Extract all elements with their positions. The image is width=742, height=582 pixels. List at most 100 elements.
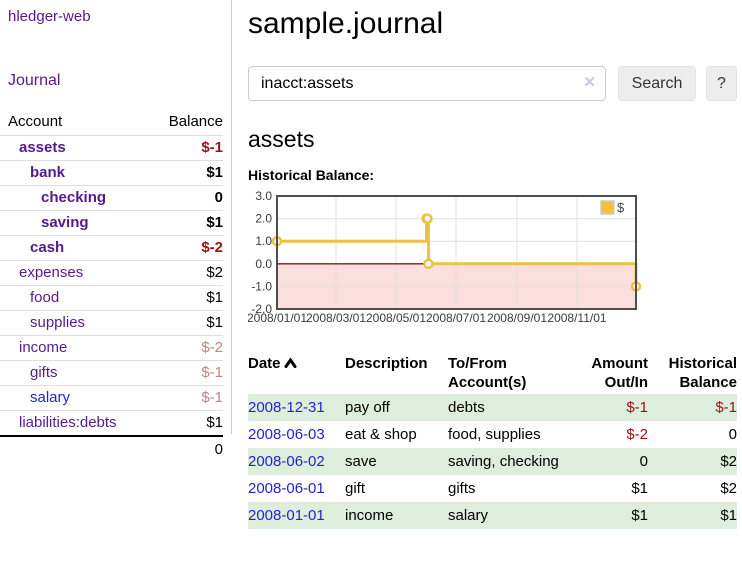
transaction-balance: $2 <box>720 453 737 470</box>
svg-text:2.0: 2.0 <box>255 212 272 226</box>
account-balance: $1 <box>145 285 223 311</box>
account-link[interactable]: cash <box>30 239 65 256</box>
clear-search-icon[interactable]: ✕ <box>583 74 596 91</box>
search-input[interactable] <box>248 66 606 101</box>
transaction-date-link[interactable]: 2008-06-03 <box>248 426 325 443</box>
transaction-balance: 0 <box>728 426 737 443</box>
transaction-row: 2008-06-01 gift gifts $1 $2 <box>248 475 737 502</box>
svg-text:2008/03/01: 2008/03/01 <box>306 311 366 325</box>
register-header-accounts: To/From Account(s) <box>448 355 527 391</box>
account-link[interactable]: bank <box>30 164 66 181</box>
register-header-row: Date Description To/From Account(s) Amou… <box>248 352 737 394</box>
sidebar-item-journal[interactable]: Journal <box>8 72 61 89</box>
search-box: ✕ <box>248 66 606 101</box>
transaction-row: 2008-06-03 eat & shop food, supplies $-2 0 <box>248 421 737 448</box>
svg-text:2008/05/01: 2008/05/01 <box>366 311 426 325</box>
transaction-balance: $-1 <box>715 399 737 416</box>
transaction-description: pay off <box>345 399 390 416</box>
transaction-row: 2008-12-31 pay off debts $-1 $-1 <box>248 394 737 421</box>
transaction-accounts: gifts <box>448 480 476 497</box>
account-balance: $-1 <box>145 360 223 386</box>
transaction-amount: $1 <box>631 507 648 524</box>
accounts-table-body: assets $-1 bank $1 checking 0 saving $1 cash $-2 e… <box>0 135 223 436</box>
transaction-amount: $-2 <box>626 426 648 443</box>
account-link[interactable]: expenses <box>19 264 84 281</box>
search-form: ✕ Search ? <box>248 66 737 101</box>
transaction-accounts: saving, checking <box>448 453 559 470</box>
chart-title: Historical Balance: <box>248 167 375 183</box>
sort-ascending-icon <box>284 354 297 373</box>
account-row: cash $-2 <box>0 235 223 261</box>
help-button[interactable]: ? <box>706 66 737 101</box>
account-row: assets $-1 <box>0 135 223 161</box>
svg-text:2008/07/01: 2008/07/01 <box>426 311 486 325</box>
transaction-description: gift <box>345 480 366 497</box>
account-row: gifts $-1 <box>0 360 223 386</box>
accounts-total-row: 0 <box>0 435 223 463</box>
accounts-header-account: Account <box>8 113 63 130</box>
register-header-balance: Historical Balance <box>668 355 737 391</box>
app-brand-link[interactable]: hledger-web <box>8 8 91 25</box>
transaction-date-link[interactable]: 2008-01-01 <box>248 507 325 524</box>
account-link[interactable]: income <box>19 339 68 356</box>
svg-text:2008/09/01: 2008/09/01 <box>487 311 547 325</box>
transaction-date-link[interactable]: 2008-06-01 <box>248 480 325 497</box>
account-row: saving $1 <box>0 210 223 236</box>
account-balance: $-1 <box>145 135 223 161</box>
account-balance: $2 <box>145 260 223 286</box>
transaction-amount: $-1 <box>626 399 648 416</box>
account-link[interactable]: salary <box>30 389 71 406</box>
account-balance: $1 <box>145 210 223 236</box>
account-row: food $1 <box>0 285 223 311</box>
account-link[interactable]: assets <box>19 139 66 156</box>
accounts-table: Account Balance assets $-1 bank $1 checking 0… <box>0 109 223 463</box>
register-header-amount: Amount Out/In <box>591 355 648 391</box>
account-row: salary $-1 <box>0 385 223 411</box>
svg-text:1.0: 1.0 <box>255 234 272 248</box>
transaction-accounts: salary <box>448 507 489 524</box>
account-balance: $-1 <box>145 385 223 411</box>
account-link[interactable]: saving <box>41 214 89 231</box>
account-link[interactable]: food <box>30 289 60 306</box>
account-row: income $-2 <box>0 335 223 361</box>
register-header-date[interactable]: Date <box>248 352 345 394</box>
transaction-row: 2008-01-01 income salary $1 $1 <box>248 502 737 529</box>
main-content: sample.journal ✕ Search ? assets Histori… <box>248 0 737 529</box>
register-table-body: 2008-12-31 pay off debts $-1 $-1 2008-06-03 ea… <box>248 394 737 529</box>
svg-text:0.0: 0.0 <box>255 257 272 271</box>
transaction-accounts: debts <box>448 399 485 416</box>
transaction-date-link[interactable]: 2008-06-02 <box>248 453 325 470</box>
svg-text:2008/11/01: 2008/11/01 <box>547 311 606 325</box>
historical-balance-chart[interactable]: $3.0 2.0 1.0 0.0 -1.0 -2.0 2008/01/01 2008/03/0… <box>248 190 737 327</box>
transaction-amount: 0 <box>639 453 648 470</box>
account-link[interactable]: checking <box>41 189 107 206</box>
transaction-row: 2008-06-02 save saving, checking 0 $2 <box>248 448 737 475</box>
account-link[interactable]: gifts <box>30 364 58 381</box>
account-row: expenses $2 <box>0 260 223 286</box>
search-button[interactable]: Search <box>618 66 696 101</box>
transaction-date-link[interactable]: 2008-12-31 <box>248 399 325 416</box>
account-link[interactable]: liabilities:debts <box>19 414 117 431</box>
svg-text:-1.0: -1.0 <box>251 279 272 293</box>
svg-text:$: $ <box>617 200 625 215</box>
accounts-header-row: Account Balance <box>0 109 223 136</box>
register-table: Date Description To/From Account(s) Amou… <box>248 352 737 529</box>
account-balance: $1 <box>145 310 223 336</box>
account-row: supplies $1 <box>0 310 223 336</box>
transaction-accounts: food, supplies <box>448 426 541 443</box>
accounts-header-balance: Balance <box>168 113 223 130</box>
account-row: bank $1 <box>0 160 223 186</box>
account-balance: 0 <box>145 185 223 211</box>
register-header-date-label: Date <box>248 355 281 372</box>
account-balance: $1 <box>145 410 223 436</box>
account-link[interactable]: supplies <box>30 314 86 331</box>
accounts-total-spacer <box>0 435 146 463</box>
svg-text:-2.0: -2.0 <box>251 302 272 316</box>
transaction-description: eat & shop <box>345 426 417 443</box>
account-row: liabilities:debts $1 <box>0 410 223 436</box>
svg-text:2008/01/01: 2008/01/01 <box>248 311 307 325</box>
account-balance: $-2 <box>145 235 223 261</box>
account-balance: $1 <box>145 160 223 186</box>
register-header-description: Description <box>345 355 428 372</box>
transaction-description: income <box>345 507 394 524</box>
